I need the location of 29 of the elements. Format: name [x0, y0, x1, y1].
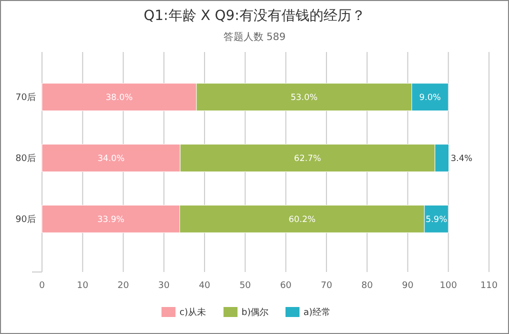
- data-label: 9.0%: [419, 93, 441, 104]
- data-label: 62.7%: [294, 154, 322, 164]
- x-tick-label: 20: [118, 281, 130, 291]
- data-label: 3.4%: [450, 154, 472, 164]
- x-tick-label: 40: [198, 281, 211, 291]
- data-label: 53.0%: [290, 93, 318, 104]
- data-label: 60.2%: [288, 214, 316, 225]
- x-tick-label: 10: [76, 281, 89, 291]
- y-tick-label: 70后: [16, 92, 36, 104]
- x-tick-label: 50: [239, 281, 252, 291]
- x-tick-label: 90: [402, 281, 414, 291]
- legend-label: b)偶尔: [242, 307, 269, 318]
- y-tick-label: 80后: [16, 153, 36, 164]
- y-tick-label: 90后: [16, 214, 36, 226]
- data-label: 5.9%: [426, 214, 448, 225]
- legend-label: c)从未: [180, 307, 206, 318]
- x-tick-label: 100: [440, 281, 458, 291]
- data-label: 33.9%: [97, 214, 124, 225]
- x-tick-label: 70: [320, 281, 332, 291]
- legend-label: a)经常: [304, 307, 331, 318]
- x-tick-label: 30: [158, 281, 170, 291]
- data-label: 38.0%: [106, 93, 133, 104]
- data-label: 34.0%: [98, 154, 125, 164]
- x-tick-label: 80: [361, 281, 374, 291]
- chart-title: Q1:年龄 X Q9:有没有借钱的经历？: [144, 8, 366, 24]
- x-tick-label: 0: [39, 281, 46, 291]
- chart-subtitle: 答题人数 589: [223, 31, 286, 43]
- x-tick-label: 110: [480, 281, 498, 291]
- x-tick-label: 60: [280, 281, 292, 291]
